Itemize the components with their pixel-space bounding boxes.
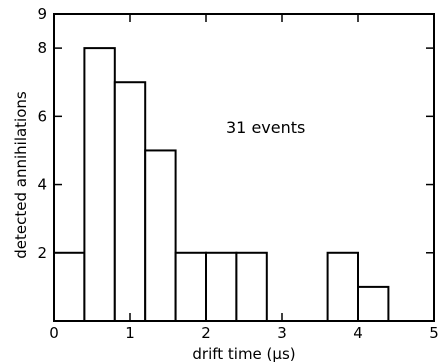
histogram-bar <box>205 251 238 322</box>
histogram-bar <box>326 251 360 322</box>
bars-layer <box>53 47 390 322</box>
histogram-bar <box>83 47 116 322</box>
y-axis-title: detected annihilations <box>12 91 30 259</box>
y-tick-label: 4 <box>37 176 47 194</box>
histogram-bar <box>174 251 208 322</box>
x-tick-label: 2 <box>201 324 211 342</box>
x-tick-label: 3 <box>277 324 287 342</box>
y-tick-label: 6 <box>37 107 47 125</box>
plot-frame <box>53 13 435 322</box>
histogram-bar <box>113 81 147 322</box>
x-tick-label: 1 <box>125 324 135 342</box>
histogram-bar <box>235 251 268 322</box>
x-tick-label: 0 <box>49 324 59 342</box>
histogram-bar <box>144 149 177 322</box>
y-tick-label: 9 <box>37 5 47 23</box>
x-tick-label: 5 <box>429 324 439 342</box>
y-tick-label: 8 <box>37 39 47 57</box>
x-tick-label: 4 <box>353 324 363 342</box>
histogram-bar <box>357 285 390 322</box>
y-tick-label: 2 <box>37 244 47 262</box>
annotation-label: 31 events <box>226 118 305 137</box>
labels-layer: 31 events drift time (μs) detected annih… <box>12 91 305 363</box>
axes-layer: 0 1 2 3 4 5 2 4 6 8 9 <box>37 5 438 342</box>
x-axis-title: drift time (μs) <box>192 345 295 363</box>
histogram-bar <box>53 251 86 322</box>
